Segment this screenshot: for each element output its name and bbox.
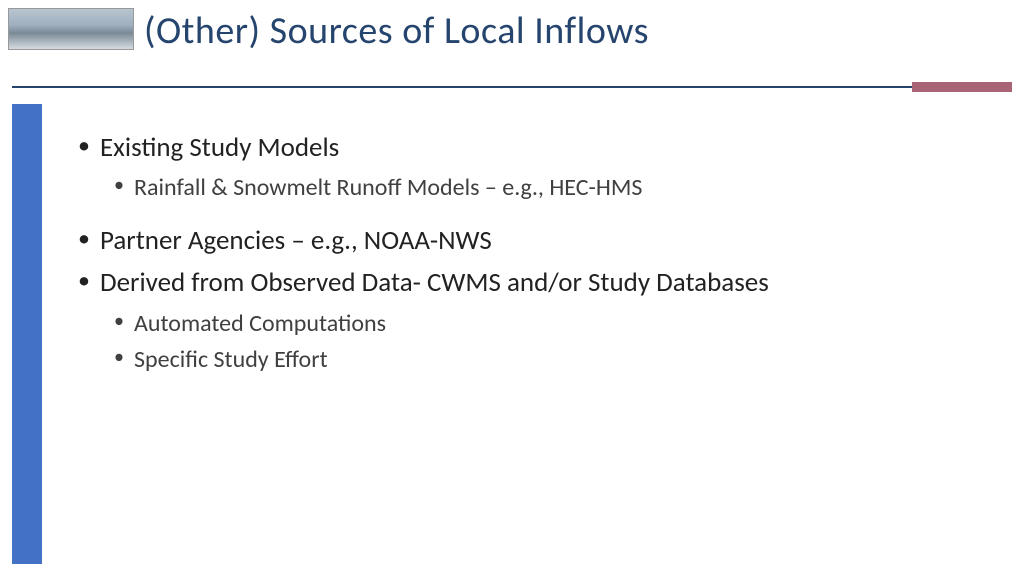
bullet-l1: Existing Study Models (78, 130, 984, 166)
slide-title: (Other) Sources of Local Inflows (144, 8, 649, 54)
bullet-l2: Specific Study Effort (114, 344, 984, 376)
accent-bar-left (12, 104, 42, 564)
accent-bar-right (912, 82, 1012, 92)
bullet-l2: Automated Computations (114, 308, 984, 340)
bullet-l1: Derived from Observed Data- CWMS and/or … (78, 265, 984, 301)
bullet-l2: Rainfall & Snowmelt Runoff Models – e.g.… (114, 172, 984, 204)
bullet-l1: Partner Agencies – e.g., NOAA-NWS (78, 223, 984, 259)
slide-content: Existing Study Models Rainfall & Snowmel… (78, 130, 984, 380)
header-image (8, 8, 134, 50)
title-divider (12, 86, 1012, 88)
slide-header: (Other) Sources of Local Inflows (0, 0, 1024, 90)
